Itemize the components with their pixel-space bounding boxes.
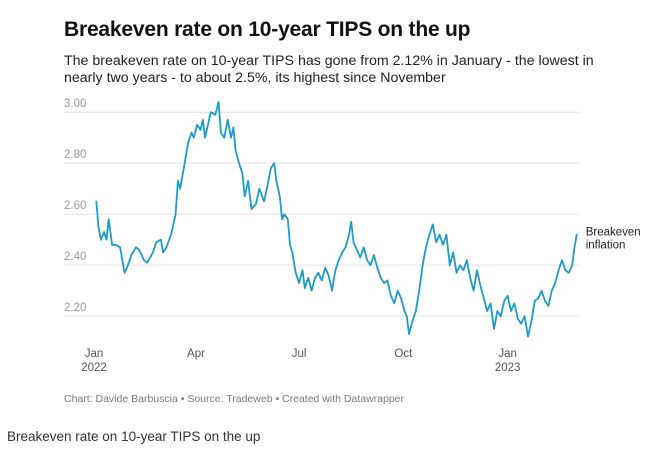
y-axis-ticks: 2.20 2.40 2.60 2.80 3.00 — [64, 98, 86, 314]
x-tick-label: Jan — [498, 348, 517, 360]
x-tick-year: 2023 — [495, 362, 521, 374]
series-line — [95, 101, 578, 338]
chart-subtitle: The breakeven rate on 10-year TIPS has g… — [64, 53, 594, 86]
y-tick-label: 2.20 — [64, 302, 86, 314]
x-tick-label: Apr — [187, 348, 205, 360]
image-caption: Breakeven rate on 10-year TIPS on the up — [7, 429, 261, 444]
x-tick-year: 2022 — [81, 362, 107, 374]
x-tick-label: Jan — [85, 348, 104, 360]
chart-card: Breakeven rate on 10-year TIPS on the up… — [64, 18, 641, 405]
x-axis-ticks: Jan 2022 Apr Jul Oct Jan 2023 — [81, 348, 520, 374]
y-tick-label: 2.80 — [64, 149, 86, 161]
y-tick-label: 3.00 — [64, 98, 86, 110]
y-tick-label: 2.40 — [64, 251, 86, 263]
chart-credits: Chart: Davide Barbuscia • Source: Tradew… — [64, 393, 405, 405]
y-tick-label: 2.60 — [64, 200, 86, 212]
y-gridlines — [64, 111, 579, 317]
chart-title: Breakeven rate on 10-year TIPS on the up — [64, 18, 471, 41]
x-tick-label: Jul — [292, 348, 307, 360]
x-tick-label: Oct — [394, 348, 413, 360]
series-label: Breakeven inflation — [586, 227, 641, 252]
series-layer: Breakeven inflation — [95, 101, 641, 338]
